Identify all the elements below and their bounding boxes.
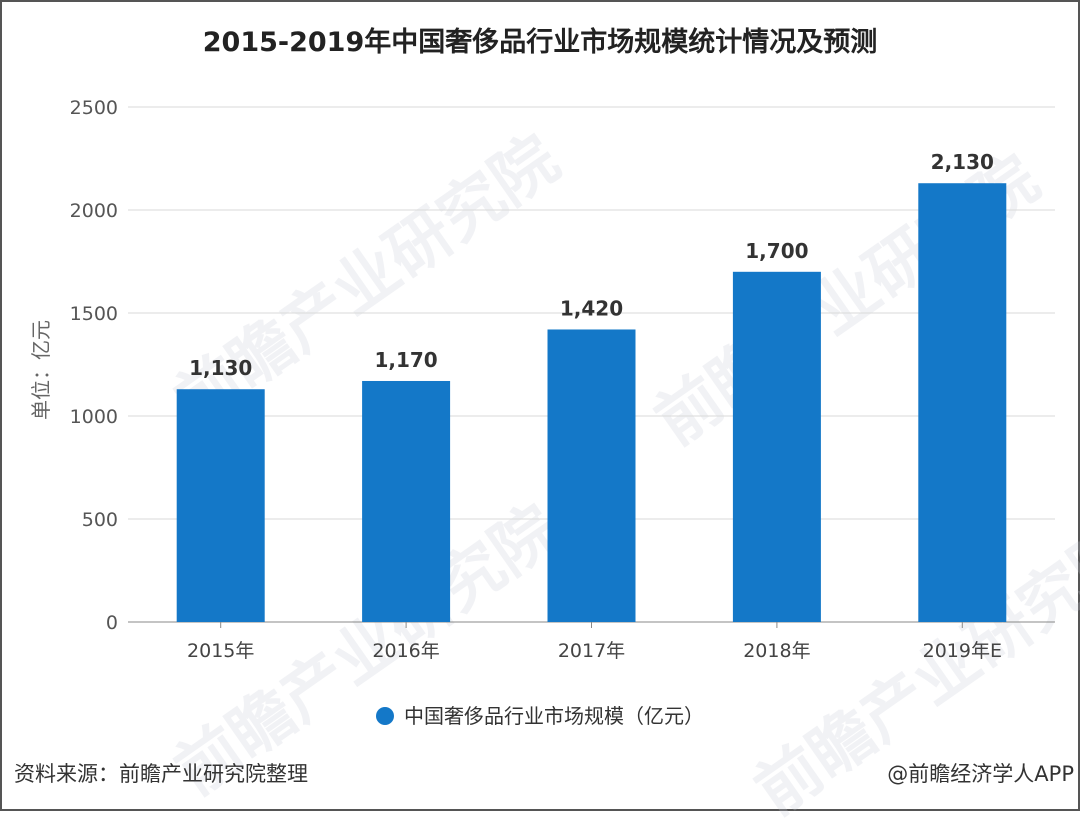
bar <box>362 380 451 622</box>
legend-label: 中国奢侈品行业市场规模（亿元） <box>404 704 704 728</box>
credit-note: @前瞻经济学人APP <box>887 762 1074 786</box>
y-tick-label: 1500 <box>70 303 118 325</box>
bar <box>732 271 821 622</box>
y-tick-label: 0 <box>106 612 118 634</box>
y-tick-label: 1000 <box>70 406 118 428</box>
y-tick-label: 500 <box>82 509 118 531</box>
bar <box>176 389 265 622</box>
x-tick-label: 2018年 <box>743 640 810 662</box>
data-label: 1,170 <box>374 348 437 372</box>
image-frame <box>0 0 1080 811</box>
data-label: 1,700 <box>745 239 808 263</box>
bar-chart: 0 500 1000 1500 2000 2500 单位：亿元 1,130 2015年 1,170… <box>29 97 1055 662</box>
bar <box>918 183 1007 622</box>
bar <box>547 329 636 622</box>
legend: 中国奢侈品行业市场规模（亿元） <box>0 700 1080 729</box>
x-tick-label: 2019年E <box>923 640 1002 662</box>
data-label: 1,130 <box>189 356 252 380</box>
x-tick-label: 2015年 <box>187 640 254 662</box>
data-label: 1,420 <box>560 296 623 320</box>
chart-title: 2015-2019年中国奢侈品行业市场规模统计情况及预测 <box>202 27 878 58</box>
x-tick-label: 2016年 <box>372 640 439 662</box>
x-tick-label: 2017年 <box>558 640 625 662</box>
y-axis-label: 单位：亿元 <box>29 320 53 420</box>
y-tick-label: 2000 <box>70 200 118 222</box>
source-note: 资料来源：前瞻产业研究院整理 <box>14 762 308 786</box>
legend-marker <box>376 707 394 725</box>
y-tick-label: 2500 <box>70 97 118 119</box>
data-label: 2,130 <box>931 150 994 174</box>
